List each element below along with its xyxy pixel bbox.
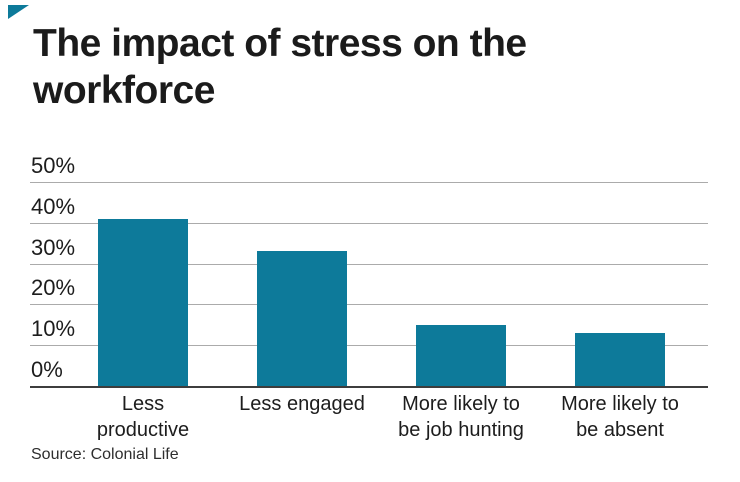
x-axis-category-label-line: Less <box>121 393 165 415</box>
x-axis-category-label-line: More likely to <box>561 393 679 415</box>
gridline-50% <box>30 182 708 183</box>
y-axis-tick-label: 0% <box>31 357 63 382</box>
y-axis-tick-label: 50% <box>31 153 76 178</box>
gridline-40% <box>30 223 708 224</box>
gridline-30% <box>30 264 708 265</box>
x-axis-category-label-less-engaged: Less engaged <box>207 391 397 417</box>
bar-less-engaged <box>257 251 347 386</box>
gridline-20% <box>30 304 708 305</box>
chart-title-line-2: workforce <box>33 69 215 112</box>
bar-more-likely-to-be-absent <box>575 333 665 386</box>
gridline-10% <box>30 345 708 346</box>
y-axis-tick-label: 20% <box>31 275 76 300</box>
x-axis-category-label-line: be job hunting <box>398 419 524 441</box>
x-axis-category-label-line: More likely to <box>402 393 520 415</box>
bar-less-productive <box>98 219 188 386</box>
x-axis-category-label-less-productive: Less productive <box>48 391 238 443</box>
chart-title-line-1: The impact of stress on the <box>33 22 527 65</box>
x-axis-category-label-line: productive <box>96 419 190 441</box>
x-axis-baseline <box>30 386 708 388</box>
x-axis-category-label-line: Less engaged <box>239 393 365 415</box>
y-axis-tick-label: 10% <box>31 316 76 341</box>
chart-title: The impact of stress on the workforce <box>33 20 527 114</box>
y-axis-tick-label: 40% <box>31 194 76 219</box>
y-axis-tick-label: 30% <box>31 235 76 260</box>
bar-more-likely-to-be-job-hunting <box>416 325 506 386</box>
x-axis-category-label-more-likely-to-be-job-hunting: More likely to be job hunting <box>366 391 556 443</box>
source-credit: Source: Colonial Life <box>31 446 179 463</box>
x-axis-category-label-more-likely-to-be-absent: More likely to be absent <box>525 391 715 443</box>
x-axis-category-label-line: be absent <box>576 419 664 441</box>
